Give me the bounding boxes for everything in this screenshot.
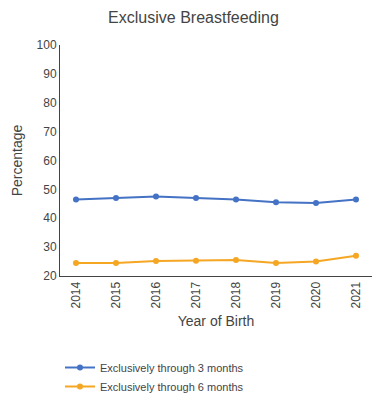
svg-text:2015: 2015 (109, 281, 123, 308)
svg-text:2021: 2021 (349, 281, 363, 308)
svg-text:2018: 2018 (229, 281, 243, 308)
svg-text:2014: 2014 (69, 281, 83, 308)
svg-text:Exclusively through 3 months: Exclusively through 3 months (100, 362, 244, 374)
svg-text:Exclusively through 6 months: Exclusively through 6 months (100, 381, 244, 393)
svg-text:2020: 2020 (309, 281, 323, 308)
svg-text:70: 70 (43, 125, 57, 139)
svg-text:30: 30 (43, 240, 57, 254)
svg-text:40: 40 (43, 211, 57, 225)
svg-text:50: 50 (43, 183, 57, 197)
svg-text:2019: 2019 (269, 281, 283, 308)
svg-text:80: 80 (43, 96, 57, 110)
svg-text:100: 100 (37, 38, 57, 52)
svg-text:Year of Birth: Year of Birth (178, 313, 255, 329)
svg-text:2017: 2017 (189, 281, 203, 308)
svg-text:20: 20 (43, 269, 57, 283)
svg-text:2016: 2016 (149, 281, 163, 308)
svg-text:Percentage: Percentage (9, 124, 25, 196)
svg-text:60: 60 (43, 154, 57, 168)
svg-text:90: 90 (43, 67, 57, 81)
svg-text:Exclusive Breastfeeding: Exclusive Breastfeeding (108, 9, 279, 26)
